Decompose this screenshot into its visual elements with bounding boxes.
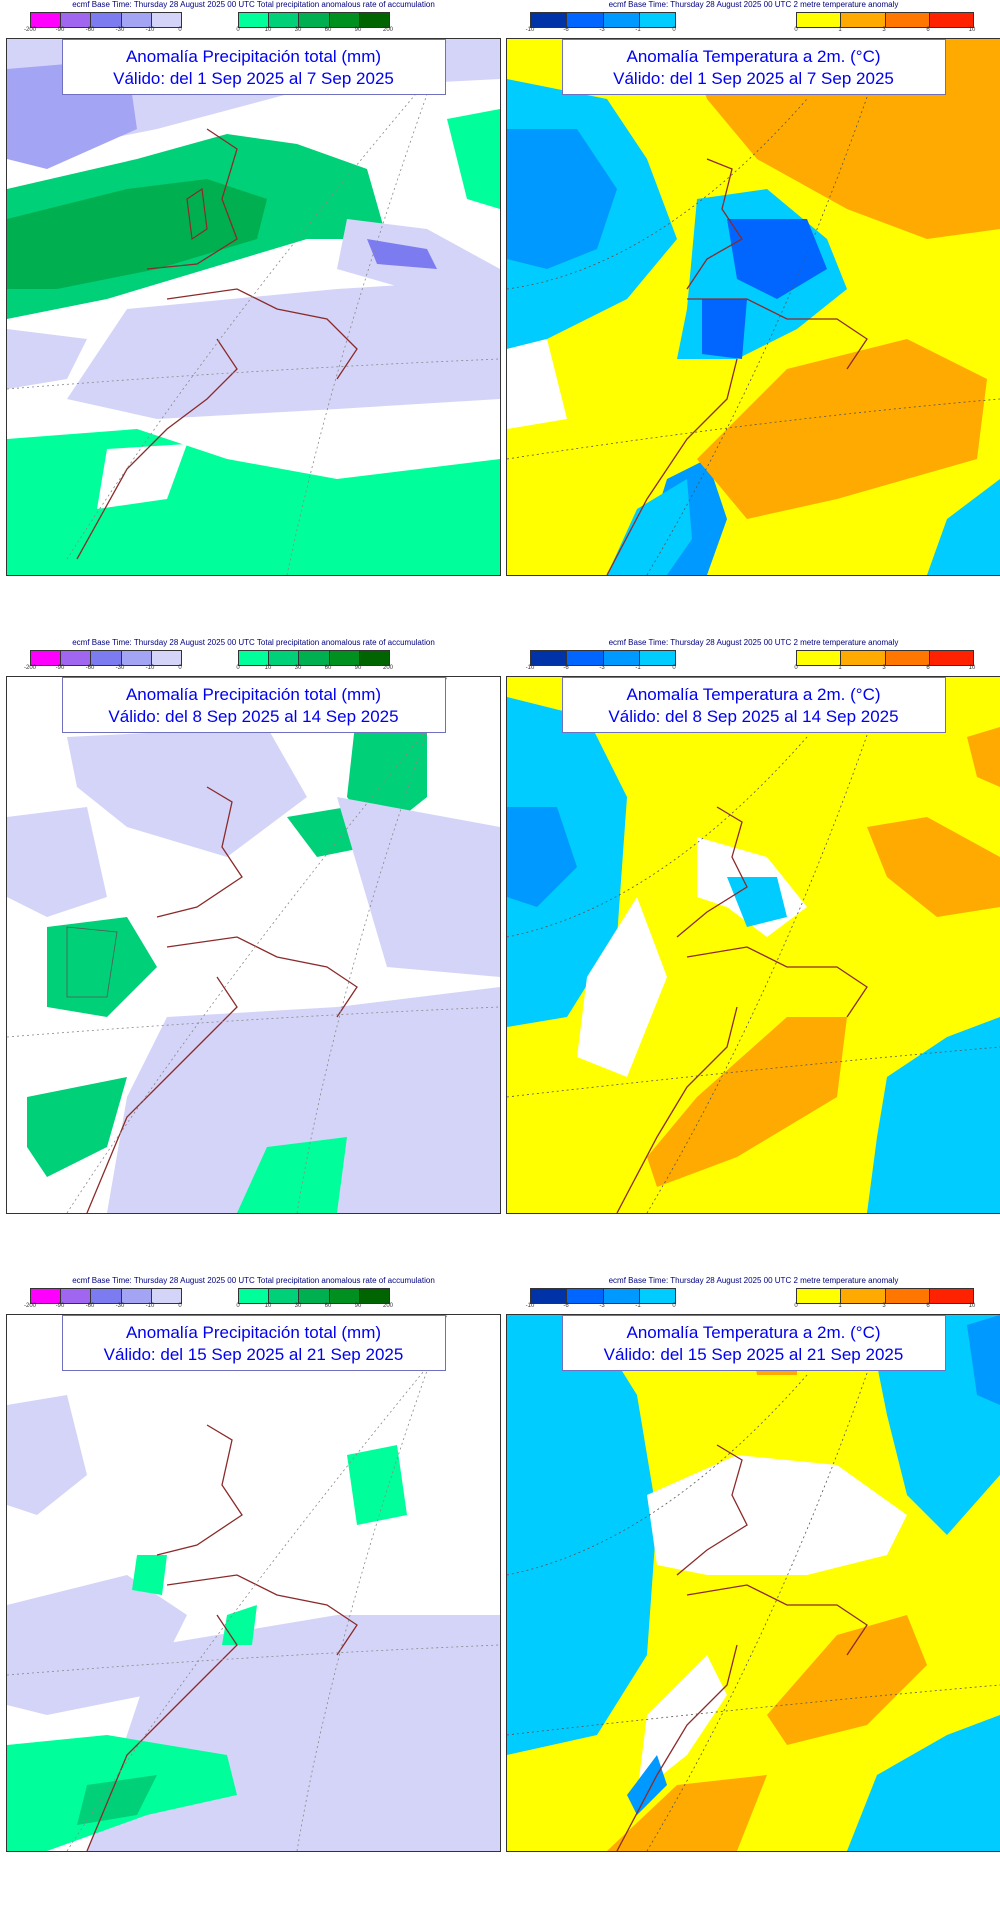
precip-positive-ticks: 0 10 30 60 90 200 bbox=[236, 665, 394, 671]
precip-negative-colorbar bbox=[30, 650, 182, 666]
base-time-caption: ecmf Base Time: Thursday 28 August 2025 … bbox=[72, 0, 435, 9]
precip-colorbar-header: ecmf Base Time: Thursday 28 August 2025 … bbox=[6, 638, 501, 673]
temp-negative-colorbar bbox=[530, 12, 676, 28]
map-valid-period: Válido: del 8 Sep 2025 al 14 Sep 2025 bbox=[108, 707, 399, 726]
precip-panel-week3: ecmf Base Time: Thursday 28 August 2025 … bbox=[6, 1276, 501, 1856]
precip-colorbar-header: ecmf Base Time: Thursday 28 August 2025 … bbox=[6, 1276, 501, 1311]
precip-panel-week2: ecmf Base Time: Thursday 28 August 2025 … bbox=[6, 638, 501, 1218]
base-time-caption: ecmf Base Time: Thursday 28 August 2025 … bbox=[72, 1276, 435, 1285]
map-title-box: Anomalía Temperatura a 2m. (°C) Válido: … bbox=[561, 1315, 946, 1371]
map-title: Anomalía Temperatura a 2m. (°C) bbox=[626, 1323, 881, 1342]
map-valid-period: Válido: del 1 Sep 2025 al 7 Sep 2025 bbox=[613, 69, 894, 88]
base-time-caption: ecmf Base Time: Thursday 28 August 2025 … bbox=[72, 638, 435, 647]
map-valid-period: Válido: del 15 Sep 2025 al 21 Sep 2025 bbox=[103, 1345, 404, 1364]
temp-negative-colorbar bbox=[530, 650, 676, 666]
temp-map-week2: Anomalía Temperatura a 2m. (°C) Válido: … bbox=[506, 676, 1000, 1214]
map-title: Anomalía Precipitación total (mm) bbox=[125, 685, 382, 704]
map-title-box: Anomalía Temperatura a 2m. (°C) Válido: … bbox=[561, 39, 946, 95]
map-title: Anomalía Precipitación total (mm) bbox=[125, 47, 382, 66]
temp-panel-week3: ecmf Base Time: Thursday 28 August 2025 … bbox=[506, 1276, 1000, 1856]
temp-map-week1: Anomalía Temperatura a 2m. (°C) Válido: … bbox=[506, 38, 1000, 576]
temp-panel-week1: ecmf Base Time: Thursday 28 August 2025 … bbox=[506, 0, 1000, 580]
map-valid-period: Válido: del 8 Sep 2025 al 14 Sep 2025 bbox=[608, 707, 899, 726]
precip-positive-colorbar bbox=[238, 1288, 390, 1304]
temp-positive-colorbar bbox=[796, 12, 974, 28]
temp-panel-week2: ecmf Base Time: Thursday 28 August 2025 … bbox=[506, 638, 1000, 1218]
precip-negative-ticks: -200 -90 -60 -30 -10 0 bbox=[23, 665, 182, 671]
base-time-caption: ecmf Base Time: Thursday 28 August 2025 … bbox=[608, 0, 899, 9]
precip-map-week2: Anomalía Precipitación total (mm) Válido… bbox=[6, 676, 501, 1214]
map-title: Anomalía Temperatura a 2m. (°C) bbox=[626, 685, 881, 704]
temp-negative-ticks: -10 -6 -3 -1 0 bbox=[525, 1303, 676, 1309]
temp-map-week3: Anomalía Temperatura a 2m. (°C) Válido: … bbox=[506, 1314, 1000, 1852]
temp-positive-ticks: 0 1 3 6 10 bbox=[794, 1303, 976, 1309]
precip-negative-ticks: -200 -90 -60 -30 -10 0 bbox=[23, 27, 182, 33]
precip-negative-ticks: -200 -90 -60 -30 -10 0 bbox=[23, 1303, 182, 1309]
precip-positive-colorbar bbox=[238, 650, 390, 666]
map-valid-period: Válido: del 1 Sep 2025 al 7 Sep 2025 bbox=[113, 69, 394, 88]
temp-positive-ticks: 0 1 3 6 10 bbox=[794, 27, 976, 33]
precip-colorbar-header: ecmf Base Time: Thursday 28 August 2025 … bbox=[6, 0, 501, 35]
base-time-caption: ecmf Base Time: Thursday 28 August 2025 … bbox=[608, 638, 899, 647]
map-title-box: Anomalía Precipitación total (mm) Válido… bbox=[61, 677, 446, 733]
map-title: Anomalía Temperatura a 2m. (°C) bbox=[626, 47, 881, 66]
precip-map-week1: Anomalía Precipitación total (mm) Válido… bbox=[6, 38, 501, 576]
precip-positive-ticks: 0 10 30 60 90 200 bbox=[236, 1303, 394, 1309]
temp-positive-colorbar bbox=[796, 1288, 974, 1304]
precip-panel-week1: ecmf Base Time: Thursday 28 August 2025 … bbox=[6, 0, 501, 580]
temp-negative-ticks: -10 -6 -3 -1 0 bbox=[525, 665, 676, 671]
precip-negative-colorbar bbox=[30, 12, 182, 28]
temp-negative-ticks: -10 -6 -3 -1 0 bbox=[525, 27, 676, 33]
map-title: Anomalía Precipitación total (mm) bbox=[125, 1323, 382, 1342]
map-title-box: Anomalía Precipitación total (mm) Válido… bbox=[61, 1315, 446, 1371]
temp-positive-colorbar bbox=[796, 650, 974, 666]
precip-negative-colorbar bbox=[30, 1288, 182, 1304]
precip-positive-ticks: 0 10 30 60 90 200 bbox=[236, 27, 394, 33]
map-title-box: Anomalía Temperatura a 2m. (°C) Válido: … bbox=[561, 677, 946, 733]
base-time-caption: ecmf Base Time: Thursday 28 August 2025 … bbox=[608, 1276, 899, 1285]
precip-map-week3: Anomalía Precipitación total (mm) Válido… bbox=[6, 1314, 501, 1852]
temp-colorbar-header: ecmf Base Time: Thursday 28 August 2025 … bbox=[506, 638, 1000, 673]
map-valid-period: Válido: del 15 Sep 2025 al 21 Sep 2025 bbox=[603, 1345, 904, 1364]
precip-positive-colorbar bbox=[238, 12, 390, 28]
temp-colorbar-header: ecmf Base Time: Thursday 28 August 2025 … bbox=[506, 0, 1000, 35]
temp-negative-colorbar bbox=[530, 1288, 676, 1304]
map-title-box: Anomalía Precipitación total (mm) Válido… bbox=[61, 39, 446, 95]
temp-positive-ticks: 0 1 3 6 10 bbox=[794, 665, 976, 671]
temp-colorbar-header: ecmf Base Time: Thursday 28 August 2025 … bbox=[506, 1276, 1000, 1311]
